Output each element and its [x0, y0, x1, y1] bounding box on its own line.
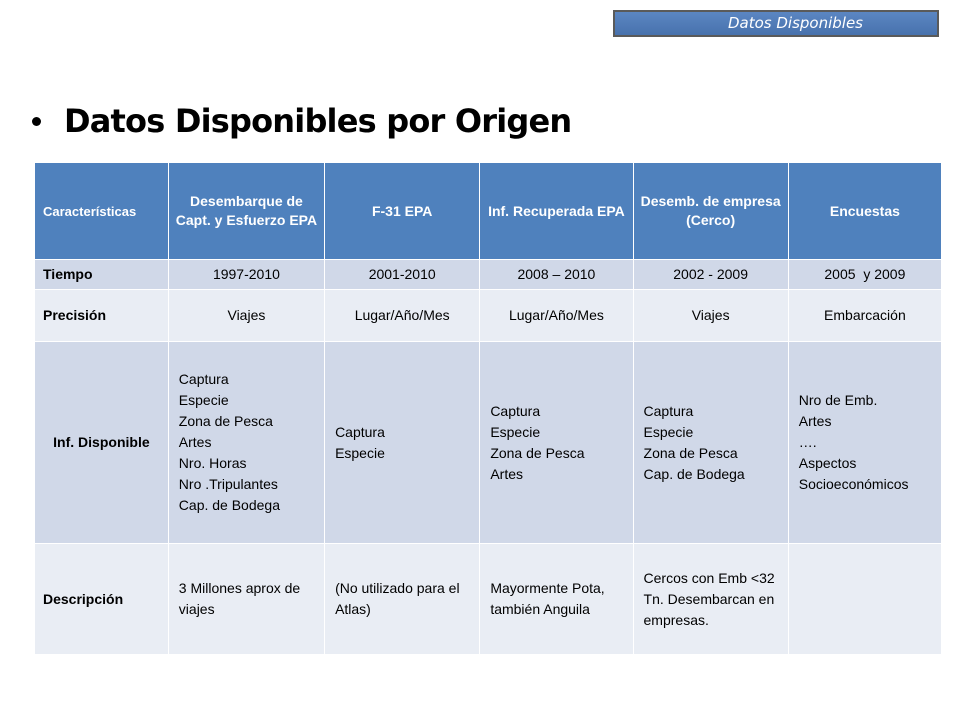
- header-inf-recuperada-epa: Inf. Recuperada EPA: [479, 162, 634, 260]
- section-tag: Datos Disponibles: [613, 10, 939, 37]
- table-cell: Nro de Emb. Artes …. Aspectos Socioeconó…: [787, 341, 943, 544]
- slide-heading: Datos Disponibles por Origen: [32, 96, 572, 146]
- table-cell: Mayormente Pota, también Anguila: [479, 543, 634, 655]
- data-table: Características Desembarque de Capt. y E…: [34, 162, 943, 655]
- header-caracteristicas: Características: [34, 162, 169, 260]
- table-cell: Viajes: [632, 289, 789, 342]
- table-cell: Viajes: [167, 289, 326, 342]
- table-cell: Captura Especie Zona de Pesca Artes Nro.…: [167, 341, 326, 544]
- table-cell: (No utilizado para el Atlas): [324, 543, 481, 655]
- table-row: Tiempo 1997-2010 2001-2010 2008 – 2010 2…: [34, 259, 943, 290]
- table-cell: Lugar/Año/Mes: [324, 289, 481, 342]
- row-label-tiempo: Tiempo: [34, 259, 169, 290]
- table-cell: 1997-2010: [167, 259, 326, 290]
- table-cell: Cercos con Emb <32 Tn. Desembarcan en em…: [632, 543, 789, 655]
- table-row: Descripción 3 Millones aprox de viajes (…: [34, 543, 943, 655]
- table-header-row: Características Desembarque de Capt. y E…: [34, 162, 943, 260]
- table-cell: Embarcación: [787, 289, 943, 342]
- table-cell: Captura Especie: [324, 341, 481, 544]
- table-cell: 2008 – 2010: [479, 259, 634, 290]
- table-cell: Lugar/Año/Mes: [479, 289, 634, 342]
- header-desembarque-epa: Desembarque de Capt. y Esfuerzo EPA: [167, 162, 326, 260]
- table-cell: 3 Millones aprox de viajes: [167, 543, 326, 655]
- table-cell: 2002 - 2009: [632, 259, 789, 290]
- header-encuestas: Encuestas: [787, 162, 943, 260]
- table-cell: 2001-2010: [324, 259, 481, 290]
- table-cell: [787, 543, 943, 655]
- page-title: Datos Disponibles por Origen: [64, 102, 572, 140]
- table-cell: 2005 y 2009: [787, 259, 943, 290]
- header-f31-epa: F-31 EPA: [324, 162, 481, 260]
- row-label-inf-disponible: Inf. Disponible: [34, 341, 169, 544]
- table-row: Precisión Viajes Lugar/Año/Mes Lugar/Año…: [34, 289, 943, 342]
- row-label-descripcion: Descripción: [34, 543, 169, 655]
- header-desemb-empresa: Desemb. de empresa (Cerco): [632, 162, 789, 260]
- table-cell: Captura Especie Zona de Pesca Cap. de Bo…: [632, 341, 789, 544]
- row-label-precision: Precisión: [34, 289, 169, 342]
- table-cell: Captura Especie Zona de Pesca Artes: [479, 341, 634, 544]
- bullet-icon: [32, 116, 41, 126]
- table-row: Inf. Disponible Captura Especie Zona de …: [34, 341, 943, 544]
